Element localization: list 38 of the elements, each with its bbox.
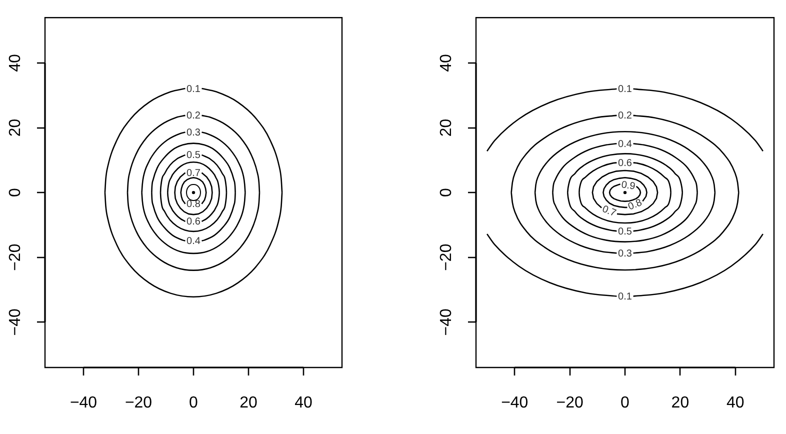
- x-tick-label: 0: [620, 394, 630, 412]
- x-tick-label: 40: [294, 394, 312, 412]
- series-label: 0.5: [618, 226, 632, 238]
- y-tick-label: 40: [438, 54, 455, 72]
- y-tick-label: 0: [6, 188, 24, 198]
- series-label: 0.1: [186, 84, 201, 95]
- series-label: 0.8: [186, 199, 201, 210]
- x-tick-label: 0: [189, 394, 198, 412]
- series-label: 0.4: [186, 236, 201, 248]
- x-tick-label: −20: [124, 394, 152, 412]
- y-tick-label: 0: [438, 188, 455, 198]
- y-tick-label: −20: [6, 244, 24, 271]
- y-tick-label: 40: [6, 54, 24, 72]
- series-label: 0.4: [618, 138, 632, 150]
- series-label: 0.3: [618, 248, 632, 260]
- text: 0.9: [620, 180, 636, 192]
- y-tick-label: −20: [438, 244, 455, 271]
- series-label: 0.2: [618, 110, 632, 122]
- y-tick-label: 20: [438, 118, 455, 137]
- x-tick-label: −20: [556, 394, 584, 412]
- series-label: 0.3: [186, 128, 201, 139]
- x-tick-label: 20: [671, 394, 690, 412]
- text: 0.7: [600, 204, 618, 220]
- series-label: 0.6: [618, 158, 632, 169]
- y-tick-label: 20: [6, 118, 24, 137]
- x-tick-label: −40: [70, 394, 98, 412]
- x-tick-label: 40: [726, 394, 744, 412]
- y-tick-label: −40: [6, 308, 24, 336]
- series-label: 0.6: [186, 216, 201, 228]
- series-label: 0.1: [618, 291, 632, 302]
- series-label: 0.2: [186, 110, 201, 122]
- x-tick-label: 20: [240, 394, 258, 412]
- y-tick-label: −40: [438, 308, 455, 336]
- series-label: 0.1: [618, 84, 632, 96]
- x-tick-label: −40: [501, 394, 528, 412]
- series-label: 0.7: [186, 168, 201, 180]
- series-label: 0.5: [186, 150, 201, 162]
- text: 0.8: [626, 197, 644, 213]
